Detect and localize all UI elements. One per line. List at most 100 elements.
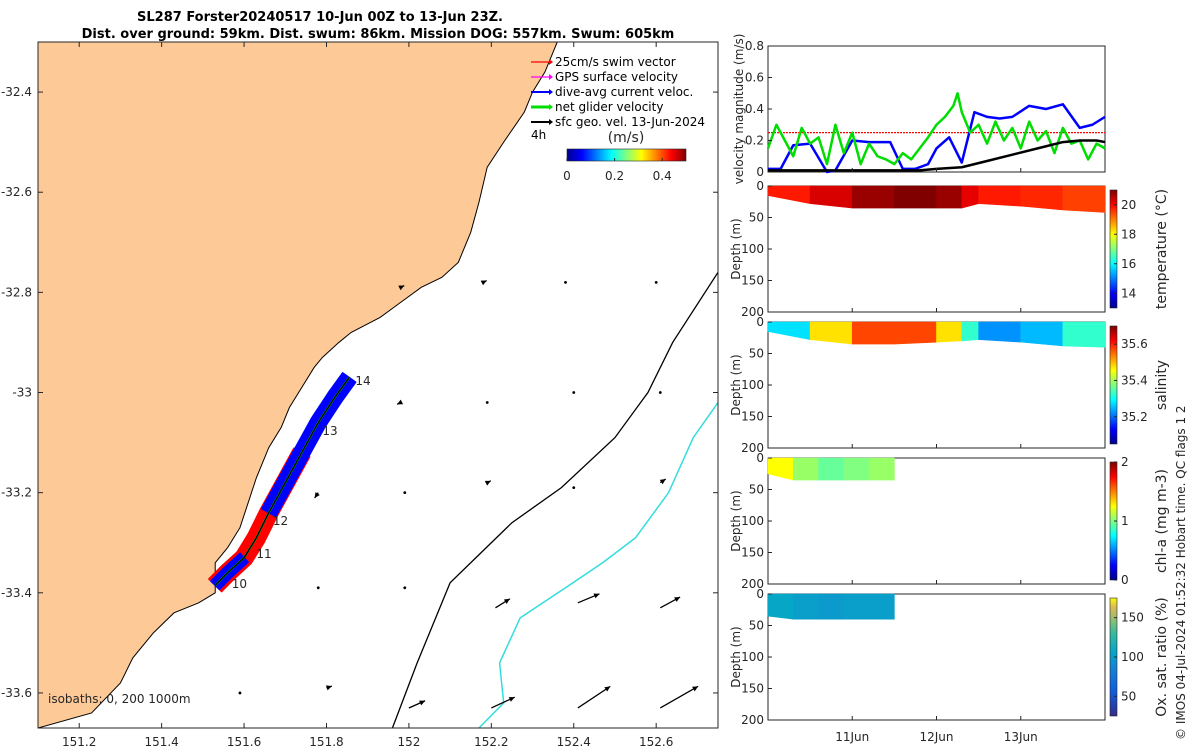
salinity-panel-ytick-label: 100 bbox=[741, 378, 764, 392]
sfc-geo-vector-head bbox=[398, 285, 405, 291]
velocity-ytick-label: 0.4 bbox=[745, 102, 764, 116]
temperature-panel-ytick-label: 200 bbox=[741, 305, 764, 319]
isobath-1000m-line bbox=[478, 402, 718, 728]
legend-swatch-arrow bbox=[549, 59, 553, 65]
velocity-ytick-label: 0 bbox=[756, 165, 764, 179]
temperature-panel-colorbar-tick-label: 16 bbox=[1121, 257, 1136, 271]
track-map: 151.2 151.4 151.6 151.8 152 152.2 152.4 152.6 -3… bbox=[1, 41, 719, 749]
sfc-geo-vector bbox=[654, 280, 658, 284]
chla-panel-ytick-label: 100 bbox=[741, 514, 764, 528]
map-ytick-label: -32.4 bbox=[1, 85, 32, 99]
sfc-geo-vector bbox=[658, 391, 662, 394]
salinity-panel-section-cell bbox=[936, 321, 963, 343]
speed-colorbar-tick-label: 0 bbox=[563, 169, 571, 183]
temperature-panel-section-cell bbox=[936, 185, 963, 209]
chla-panel-axes bbox=[767, 457, 1106, 585]
sfc-geo-vector bbox=[316, 586, 320, 590]
chla-panel-section-cell bbox=[868, 457, 895, 481]
sfc-geo-vector-head bbox=[419, 700, 426, 706]
legend-swatch-arrow bbox=[549, 74, 553, 80]
chla-panel-ytick-label: 50 bbox=[749, 483, 764, 497]
temperature-panel-ylabel: Depth (m) bbox=[729, 218, 743, 279]
sfc-geo-vector-dot bbox=[238, 691, 242, 695]
velocity-panel: 0 0.2 0.4 0.6 0.8 velocity magnitude (m/s) bbox=[732, 34, 1106, 185]
temperature-panel-section-cell bbox=[978, 185, 1022, 207]
dive_avg-velocity-line bbox=[768, 103, 1106, 174]
map-xtick-label: 152.2 bbox=[474, 735, 508, 749]
map-xtick-label: 152.4 bbox=[557, 735, 591, 749]
oxygen-panel-ytick-label: 200 bbox=[741, 713, 764, 727]
salinity-panel-section-cell bbox=[1020, 321, 1064, 347]
sfc-geo-vector bbox=[480, 279, 487, 286]
temperature-panel-section-cell bbox=[1020, 185, 1064, 211]
oxygen-panel-section-cell bbox=[843, 593, 870, 620]
salinity-panel-ytick-label: 0 bbox=[756, 315, 764, 329]
chla-panel-ytick-label: 200 bbox=[741, 577, 764, 591]
speed-colorbar-tick-label: 0.2 bbox=[605, 169, 624, 183]
chla-panel-ylabel: Depth (m) bbox=[729, 490, 743, 551]
salinity-panel-ytick-label: 200 bbox=[741, 441, 764, 455]
map-xtick-label: 151.2 bbox=[62, 735, 96, 749]
net_glider-velocity-line bbox=[766, 92, 1106, 166]
velocity-ylabel: velocity magnitude (m/s) bbox=[732, 34, 746, 185]
salinity-panel-section-cell bbox=[851, 321, 895, 345]
oxygen-panel-ylabel: Depth (m) bbox=[729, 626, 743, 687]
map-xtick-label: 151.6 bbox=[227, 735, 261, 749]
temperature-panel-section-cell bbox=[894, 185, 937, 209]
sfc-geo-vector-dot bbox=[316, 586, 320, 590]
chla-panel-section-cell bbox=[843, 457, 870, 481]
sfc-geo-vector-dot bbox=[658, 391, 662, 394]
salinity-panel-section-cell bbox=[961, 321, 979, 342]
oxygen-panel-colorbar-tick-label: 100 bbox=[1121, 650, 1144, 664]
sfc-geo-vector-head bbox=[325, 685, 332, 691]
colorbar-unit-label: (m/s) bbox=[608, 130, 645, 146]
sfc-geo-vector bbox=[577, 593, 600, 604]
map-ytick-label: -33.2 bbox=[1, 486, 32, 500]
day-label: 13 bbox=[322, 424, 337, 438]
sfc-geo-vector-head bbox=[593, 593, 600, 599]
legend-swatch-arrow bbox=[549, 104, 553, 110]
legend-label: net glider velocity bbox=[555, 100, 663, 114]
oxygen-panel-section-cell bbox=[818, 593, 845, 620]
map-xtick-label: 152 bbox=[397, 735, 420, 749]
sfc-geo-vector bbox=[491, 696, 516, 709]
temperature-panel: 0 50 100 150 200 Depth (m) 14 16 18 20 temperature… bbox=[729, 179, 1170, 319]
sfc-geo-vector bbox=[659, 478, 667, 485]
salinity-panel-colorbar bbox=[1109, 325, 1118, 445]
day-label: 12 bbox=[273, 514, 288, 528]
time-tick-label: 12Jun bbox=[919, 730, 953, 744]
oxygen-panel-colorbar-tick-label: 150 bbox=[1121, 611, 1144, 625]
chla-panel-section-cell bbox=[792, 457, 819, 481]
legend-label: dive-avg current veloc. bbox=[555, 85, 693, 99]
time-tick-label: 11Jun bbox=[835, 730, 869, 744]
sfc-geo-vector bbox=[577, 685, 611, 709]
map-ytick-label: -33.4 bbox=[1, 586, 32, 600]
sfc-geo-vector-shaft bbox=[659, 685, 699, 709]
temperature-panel-ytick-label: 150 bbox=[741, 274, 764, 288]
sfc-geo-vector bbox=[572, 391, 576, 394]
salinity-panel-colorbar-tick-label: 35.6 bbox=[1121, 337, 1148, 351]
sfc-geo-vector-head bbox=[659, 479, 666, 485]
time-tick-label: 13Jun bbox=[1004, 730, 1038, 744]
velocity-ytick-label: 0.6 bbox=[745, 71, 764, 85]
map-xtick-label: 152.6 bbox=[639, 735, 673, 749]
map-ytick-label: -33.6 bbox=[1, 686, 32, 700]
sfc-geo-vector bbox=[484, 480, 492, 486]
sfc-geo-vector-head bbox=[508, 697, 515, 702]
map-frame bbox=[37, 41, 719, 729]
sfc-geo-vector bbox=[408, 700, 426, 709]
sfc-geo-vector-head bbox=[692, 686, 699, 692]
sfc-geo-vector-dot bbox=[654, 280, 658, 284]
chla-panel-section-cell bbox=[818, 457, 845, 481]
salinity-panel-section-cell bbox=[978, 321, 1022, 343]
temperature-panel-ytick-label: 100 bbox=[741, 242, 764, 256]
oxygen-panel-ytick-label: 150 bbox=[741, 682, 764, 696]
temperature-panel-colorbar bbox=[1109, 189, 1118, 309]
legend-label: sfc geo. vel. 13-Jun-2024 bbox=[555, 115, 705, 129]
sfc-geo-vector bbox=[314, 492, 320, 499]
sfc-geo-vector-head bbox=[314, 492, 320, 499]
oxygen-panel-ytick-label: 100 bbox=[741, 650, 764, 664]
salinity-panel-colorbar-tick-label: 35.2 bbox=[1121, 410, 1148, 424]
